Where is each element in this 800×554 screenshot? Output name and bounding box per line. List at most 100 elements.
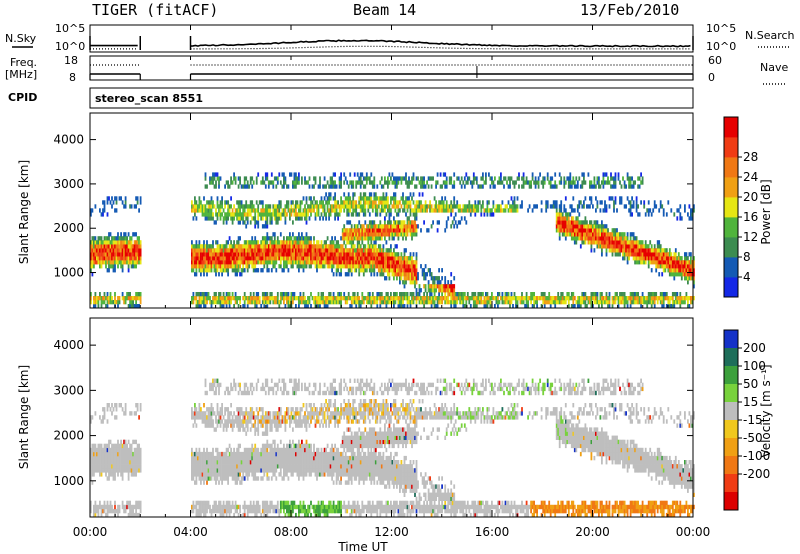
power-cell <box>632 180 635 185</box>
power-cell <box>221 244 223 249</box>
power-cell <box>462 304 465 309</box>
power-cell <box>671 296 674 301</box>
power-cell <box>272 264 275 269</box>
power-cell <box>643 248 646 253</box>
velocity-cell <box>106 468 109 473</box>
power-cell <box>349 236 352 241</box>
power-cell <box>454 212 457 217</box>
power-cell <box>417 276 419 281</box>
power-cell <box>311 208 314 213</box>
velocity-cell <box>108 451 110 457</box>
power-cell <box>121 256 124 261</box>
velocity-cell <box>118 447 121 453</box>
power-cell <box>435 288 437 293</box>
power-cell <box>376 300 379 305</box>
power-cell <box>278 244 281 249</box>
power-cell <box>472 176 475 181</box>
power-cell <box>573 296 576 301</box>
power-cell <box>195 252 198 257</box>
power-cell <box>209 300 211 305</box>
power-cell <box>569 204 572 209</box>
velocity-cell <box>93 512 95 518</box>
power-cell <box>246 244 249 249</box>
power-cell <box>370 268 373 273</box>
velocity-cell <box>123 447 125 453</box>
power-cell <box>652 296 655 301</box>
power-cell <box>411 224 413 229</box>
power-cell <box>215 292 217 297</box>
power-cell <box>269 300 272 305</box>
power-cell <box>376 208 379 213</box>
power-cell <box>298 204 300 209</box>
power-cell <box>240 248 243 253</box>
power-cell <box>637 212 639 217</box>
power-cell <box>406 256 409 261</box>
power-cell <box>647 248 650 253</box>
power-cell <box>644 212 647 217</box>
velocity-cell <box>105 460 107 465</box>
power-cell <box>426 292 428 297</box>
power-cell <box>252 204 255 209</box>
power-cell <box>278 172 281 177</box>
power-cell <box>129 252 131 257</box>
power-cell <box>283 300 285 305</box>
power-cell <box>355 228 358 233</box>
power-cell <box>583 220 585 225</box>
power-cell <box>224 268 226 273</box>
power-cell <box>332 296 335 301</box>
power-cell <box>206 248 208 253</box>
power-cell <box>510 300 513 305</box>
power-cell <box>341 296 344 301</box>
power-cell <box>485 300 487 305</box>
power-cell <box>677 252 680 257</box>
power-cell <box>340 272 342 277</box>
velocity-cell <box>114 472 116 477</box>
power-cell <box>441 208 443 213</box>
power-cell <box>632 236 635 241</box>
power-cell <box>362 260 365 265</box>
power-cell <box>453 224 456 229</box>
power-cell <box>99 252 101 257</box>
power-cell <box>405 292 407 297</box>
power-cell <box>270 260 273 265</box>
power-cell <box>257 252 260 257</box>
power-cell <box>444 284 447 289</box>
power-cell <box>304 204 306 209</box>
power-cell <box>340 184 342 189</box>
power-cell <box>604 200 606 205</box>
power-cell <box>108 248 110 253</box>
power-cell <box>370 180 373 185</box>
power-cell <box>596 244 599 249</box>
power-cell <box>613 208 615 213</box>
power-cell <box>197 264 199 269</box>
power-cell <box>239 272 241 277</box>
power-cell <box>421 268 424 273</box>
power-cell <box>631 296 633 301</box>
power-cell <box>572 176 575 181</box>
power-cell <box>367 224 370 229</box>
power-cell <box>501 180 504 185</box>
power-cell <box>194 264 196 269</box>
power-cell <box>581 184 584 189</box>
power-cell <box>388 256 391 261</box>
power-cell <box>353 192 356 197</box>
velocity-cell <box>93 455 95 461</box>
power-cell <box>249 244 252 249</box>
power-cell <box>688 268 691 273</box>
power-cell <box>353 268 356 273</box>
power-cell <box>527 304 529 309</box>
power-cell <box>521 300 523 305</box>
power-cell <box>286 204 288 209</box>
power-cell <box>298 240 300 245</box>
power-cell <box>629 252 632 257</box>
power-cell <box>391 204 394 209</box>
power-cell <box>593 220 596 225</box>
power-cell <box>343 192 346 197</box>
power-cell <box>579 228 582 233</box>
power-cell <box>237 296 240 301</box>
power-cell <box>590 292 593 297</box>
power-cell <box>359 192 362 197</box>
power-cell <box>323 212 326 217</box>
power-cell <box>684 272 686 277</box>
power-cell <box>646 248 649 253</box>
